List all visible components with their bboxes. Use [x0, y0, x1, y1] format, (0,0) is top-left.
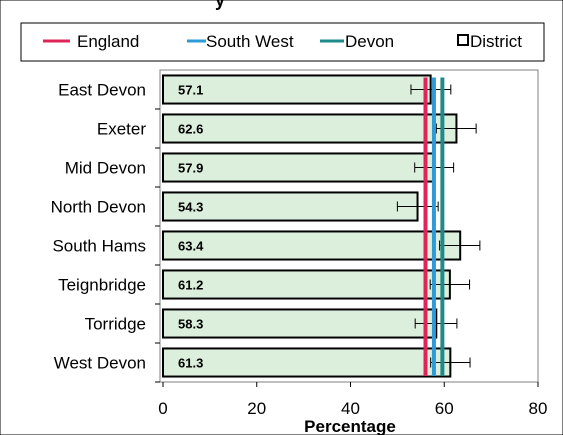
bar-labels: 57.1 62.6 57.9 54.3 63.4 61.2 58.3 61.3	[178, 83, 204, 371]
category-label-east-devon: East Devon	[58, 81, 146, 100]
bar-west-devon	[162, 347, 452, 378]
bar-value-label-torridge: 58.3	[178, 317, 203, 332]
x-axis-title: Percentage	[304, 417, 396, 435]
legend-label-south-west: South West	[206, 32, 294, 51]
bar-mid-devon	[162, 152, 436, 183]
x-tick-label: 20	[247, 399, 266, 418]
category-label-torridge: Torridge	[85, 315, 146, 334]
legend-swatch-district	[457, 34, 469, 46]
bar-east-devon	[162, 74, 432, 105]
bar-south-hams	[162, 230, 462, 261]
bar-value-label-exeter: 62.6	[178, 122, 203, 137]
bar-value-label-west-devon: 61.3	[178, 356, 203, 371]
bars	[162, 74, 462, 378]
x-tick-label: 40	[341, 399, 360, 418]
bar-value-label-south-hams: 63.4	[178, 239, 204, 254]
category-label-west-devon: West Devon	[54, 354, 146, 373]
bar-exeter	[162, 113, 458, 144]
bar-value-label-teignbridge: 61.2	[178, 278, 203, 293]
x-tick-label: 80	[529, 399, 548, 418]
bar-value-label-east-devon: 57.1	[178, 83, 203, 98]
bar-torridge	[162, 308, 438, 339]
bar-value-label-mid-devon: 57.9	[178, 161, 203, 176]
category-label-north-devon: North Devon	[51, 198, 146, 217]
category-label-mid-devon: Mid Devon	[65, 159, 146, 178]
legend-label-district: District	[470, 32, 522, 51]
category-label-exeter: Exeter	[97, 120, 146, 139]
x-tick-label: 0	[158, 399, 167, 418]
legend-box	[20, 22, 545, 62]
category-label-south-hams: South Hams	[52, 237, 146, 256]
category-labels: East Devon Exeter Mid Devon North Devon Sout…	[51, 81, 147, 373]
legend-label-devon: Devon	[345, 32, 394, 51]
legend: England South West Devon District	[43, 32, 522, 51]
x-tick-label: 60	[435, 399, 454, 418]
legend-label-england: England	[77, 32, 139, 51]
category-label-teignbridge: Teignbridge	[58, 276, 146, 295]
bar-value-label-north-devon: 54.3	[178, 200, 203, 215]
x-axis-ticks: 0 20 40 60 80	[155, 108, 548, 418]
reference-lines	[423, 77, 445, 376]
chart-title-fragment: y	[215, 0, 225, 10]
bar-teignbridge	[162, 269, 451, 300]
